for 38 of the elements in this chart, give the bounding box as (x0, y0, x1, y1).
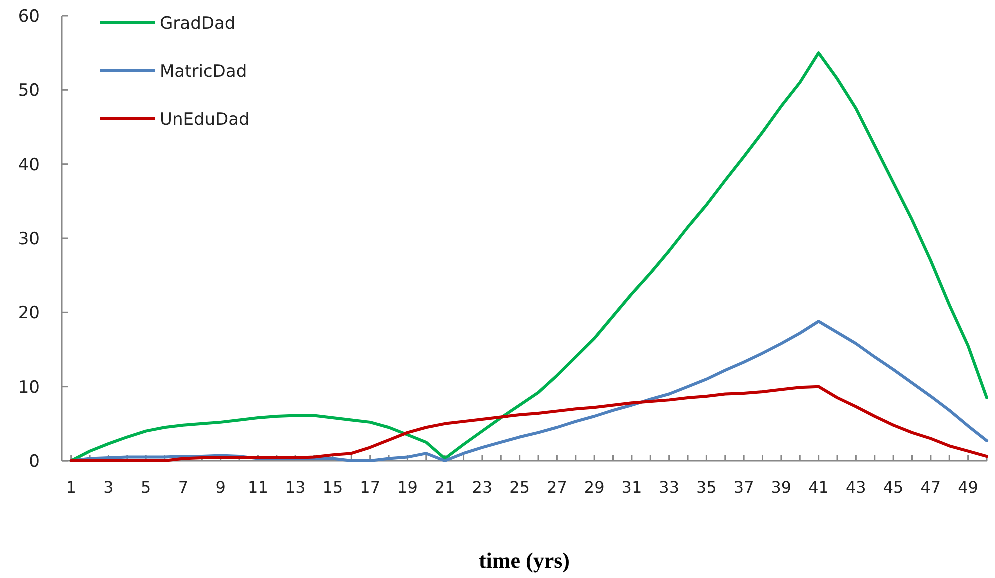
line-series (70, 52, 988, 462)
x-tick-label: 45 (883, 478, 904, 497)
x-tick-label: 3 (104, 478, 114, 497)
x-tick-label: 27 (547, 478, 568, 497)
legend-label: GradDad (160, 14, 236, 34)
y-tick-label: 20 (18, 304, 40, 324)
y-tick-label: 30 (18, 229, 40, 250)
x-tick-label: 39 (771, 478, 792, 497)
x-tick-label: 15 (322, 478, 344, 497)
x-axis-title: time (yrs) (478, 548, 570, 573)
y-tick-label: 60 (18, 6, 40, 27)
x-tick-label: 41 (808, 478, 829, 497)
x-tick-label: 11 (248, 478, 268, 497)
line-series (70, 385, 988, 462)
x-tick-label: 37 (734, 478, 754, 497)
x-tick-label: 43 (846, 478, 866, 497)
x-tick-label: 7 (178, 478, 189, 497)
legend-label: UnEduDad (160, 110, 250, 130)
x-tick-label: 29 (584, 478, 605, 497)
legend-label: MatricDad (160, 62, 248, 82)
x-tick-label: 47 (920, 478, 942, 497)
x-tick-label: 25 (510, 478, 530, 497)
y-tick-label: 0 (29, 452, 40, 472)
x-tick-label: 21 (434, 478, 456, 497)
y-tick-label: 40 (18, 155, 40, 176)
x-tick-label: 9 (216, 478, 226, 497)
y-tick-label: 10 (18, 378, 40, 398)
x-tick-label: 19 (398, 478, 418, 497)
x-tick-label: 17 (360, 478, 381, 497)
x-tick-label: 23 (472, 478, 493, 497)
x-tick-label: 31 (622, 478, 642, 497)
y-tick-label: 50 (18, 81, 40, 102)
x-tick-label: 35 (696, 478, 717, 497)
x-tick-label: 49 (958, 478, 978, 497)
x-tick-label: 5 (140, 478, 152, 497)
x-tick-label: 13 (285, 478, 306, 497)
x-tick-label: 33 (659, 478, 680, 497)
x-tick-label: 1 (66, 478, 76, 497)
